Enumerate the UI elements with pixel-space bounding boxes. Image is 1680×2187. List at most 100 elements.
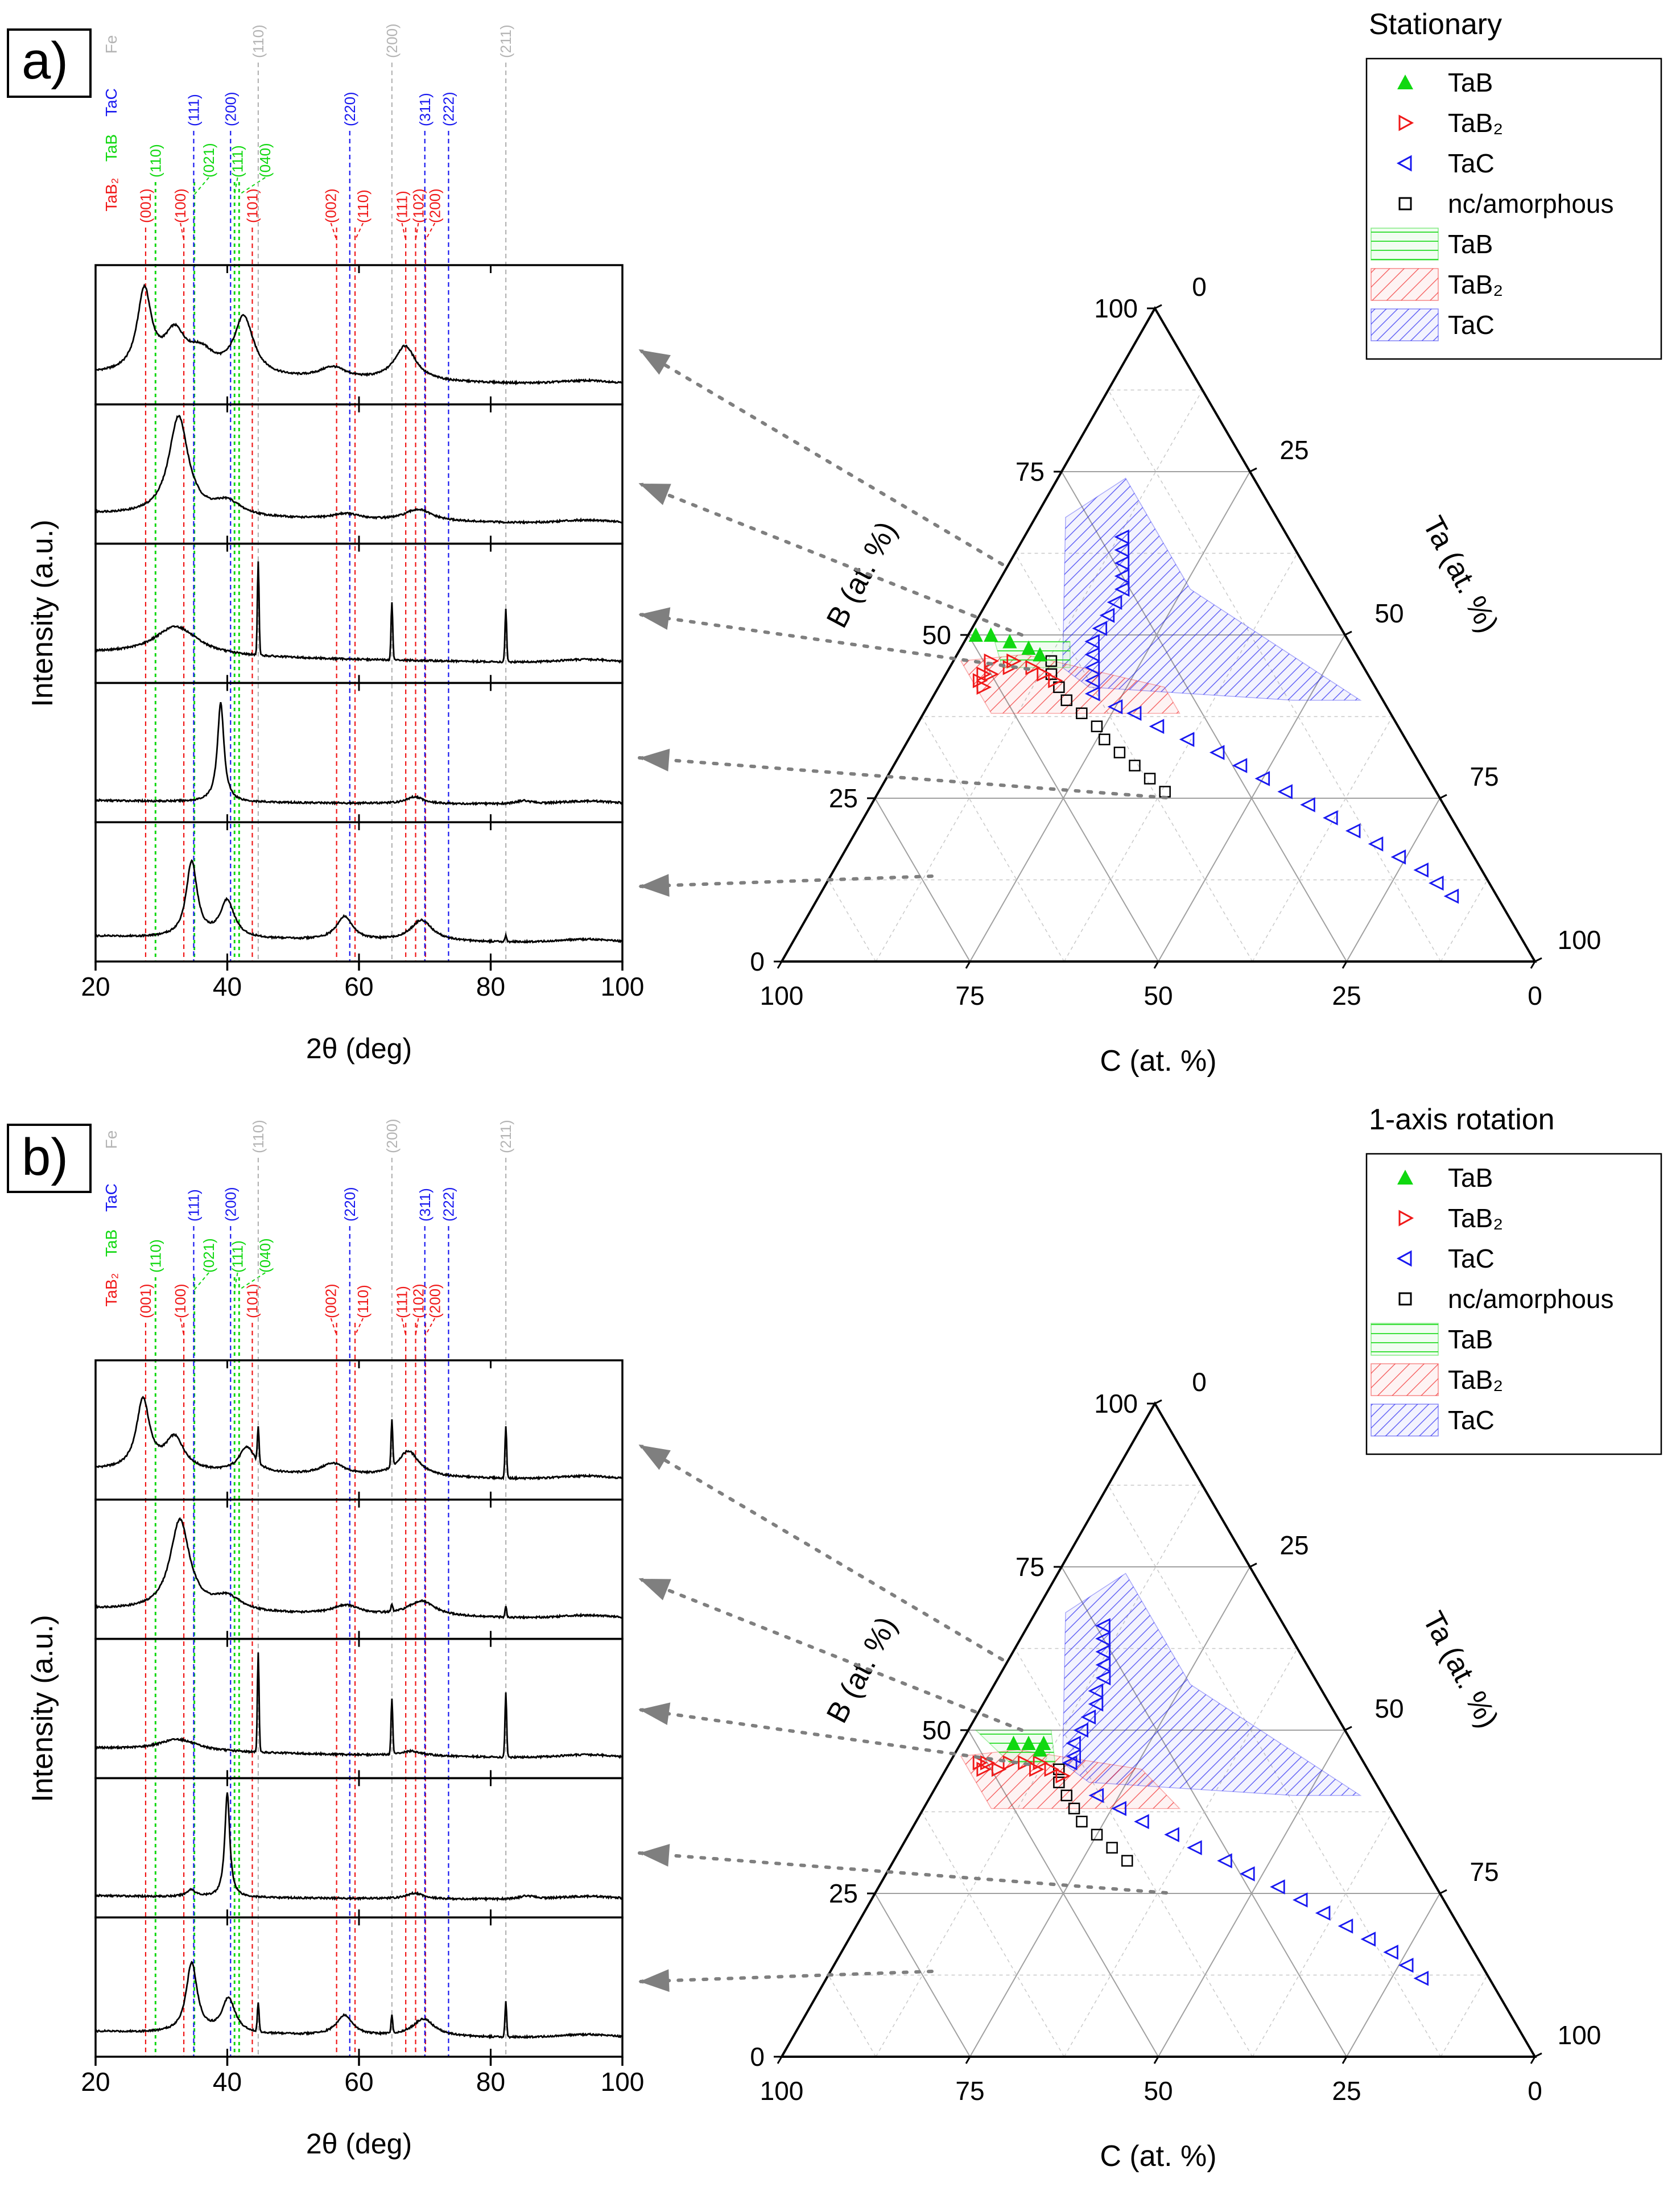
marker-tac — [1095, 1670, 1111, 1686]
pointer-arrow-head — [639, 1579, 671, 1600]
xrd-trace-1 — [94, 283, 623, 386]
x-tick-label: 20 — [81, 972, 110, 1001]
ref-leader-tab2 — [425, 1318, 436, 1336]
ternary-tick-label-b: 50 — [922, 1715, 951, 1745]
marker-tab2 — [1018, 1755, 1033, 1771]
ternary-grid-c — [874, 798, 971, 962]
ternary-tick-label-b: 0 — [750, 947, 765, 976]
marker-tac — [1277, 784, 1293, 799]
pointer-arrow — [638, 612, 1030, 671]
marker-tac — [1092, 621, 1108, 636]
marker-tac — [1187, 1840, 1202, 1855]
phase-label-tab: TaB — [102, 1229, 120, 1257]
ternary-tick-label-c: 50 — [1144, 2076, 1173, 2106]
marker-tab2 — [1033, 1755, 1049, 1771]
legend-label: TaB₂ — [1448, 1203, 1503, 1233]
ternary-tick-label-ta: 0 — [1192, 1367, 1207, 1397]
marker-tab2 — [984, 666, 1000, 682]
legend-title: Stationary — [1369, 8, 1502, 41]
marker-tab — [984, 627, 998, 642]
ternary-tick-ta — [1249, 467, 1257, 473]
legend-marker-amorphous — [1398, 197, 1412, 211]
ternary-region-tac — [1062, 1573, 1362, 1796]
ternary-tick-label-ta: 100 — [1558, 2020, 1601, 2050]
pointer-arrow-head — [639, 607, 671, 630]
pointer-arrow-head — [639, 748, 670, 771]
ternary-grid-c — [921, 1812, 1065, 2057]
legend-marker-amorphous — [1398, 1292, 1412, 1306]
ternary-tick-label-ta: 75 — [1470, 762, 1499, 791]
marker-tac — [1114, 581, 1130, 597]
legend-label: TaB — [1448, 1163, 1493, 1192]
marker-tab2 — [1006, 653, 1022, 669]
xrd-trace-5 — [95, 859, 623, 944]
x-tick-label: 100 — [601, 972, 645, 1001]
panel-b: b)TaB₂ (001) (100) (101) (002) (110) (111)(102… — [7, 1103, 1662, 2173]
marker-amorphous — [1113, 746, 1126, 758]
legend-hatch-swatch — [1371, 228, 1439, 261]
xrd-trace-3 — [95, 561, 623, 665]
marker-tac — [1114, 568, 1130, 584]
legend-label: TaB₂ — [1448, 270, 1503, 299]
legend-label: TaB — [1448, 68, 1493, 97]
ternary-tick-ta — [1154, 304, 1162, 310]
phase-label-tab2: TaB₂ — [102, 178, 120, 211]
marker-amorphous — [1060, 1789, 1072, 1802]
ref-label-tab: (111) — [229, 1240, 246, 1273]
x-tick-label: 60 — [344, 972, 373, 1001]
xrd-trace-1 — [94, 1396, 623, 1482]
marker-tab2 — [972, 673, 988, 688]
ternary-tick-label-c: 100 — [760, 2076, 804, 2106]
ref-label-tab2: (001) — [137, 188, 154, 223]
legend-label: TaC — [1448, 1405, 1495, 1435]
xrd-trace-3 — [95, 1652, 623, 1760]
ternary-grid-ta — [1063, 1648, 1298, 2057]
ref-label-tab2: (001) — [137, 1284, 154, 1318]
ref-label-tac: (311) — [416, 1188, 434, 1222]
marker-tac — [1413, 1970, 1429, 1986]
ref-label-tab2: (200) — [426, 1284, 443, 1318]
ref-label-tac: (220) — [341, 92, 358, 126]
ternary-tick-label-b: 75 — [1016, 457, 1045, 486]
ref-leader-tab2 — [415, 1318, 419, 1336]
marker-tac — [1209, 745, 1225, 760]
legend-label: TaB₂ — [1448, 1365, 1503, 1394]
marker-amorphous — [1053, 1776, 1065, 1789]
ternary-tick-label-c: 0 — [1528, 981, 1542, 1010]
ref-leader-tab2 — [330, 222, 337, 241]
ref-leader-tab2 — [415, 222, 419, 241]
pointer-arrow-head — [639, 1445, 671, 1470]
ternary-tick-ta — [1439, 794, 1447, 799]
ternary-tick-label-c: 75 — [955, 981, 984, 1010]
ref-label-tab2: (110) — [354, 189, 372, 223]
ternary-tick-label-c: 100 — [760, 981, 804, 1010]
x-tick-label: 40 — [213, 2067, 242, 2097]
pointer-arrow — [638, 1851, 1168, 1895]
ref-label-tab2: (102) — [410, 188, 427, 223]
ref-label-tab2: (102) — [410, 1284, 427, 1318]
ternary-tick-label-ta: 0 — [1192, 272, 1207, 302]
marker-tac — [1179, 732, 1195, 747]
ref-label-fe: (110) — [250, 24, 267, 58]
marker-tac — [1066, 1735, 1081, 1751]
ref-label-tab2: (111) — [393, 191, 410, 223]
marker-amorphous — [1091, 720, 1103, 732]
ref-label-tab2: (100) — [172, 188, 189, 223]
ternary-grid-ta — [1346, 798, 1440, 962]
phase-label-tac: TaC — [102, 88, 120, 117]
marker-amorphous — [1076, 707, 1088, 720]
pointer-arrow — [638, 1443, 1004, 1661]
legend-marker-tac — [1396, 155, 1412, 172]
marker-amorphous — [1068, 1802, 1080, 1815]
ref-label-tab: (040) — [257, 143, 274, 178]
ref-leader-tab2 — [330, 1318, 337, 1336]
marker-tac — [1398, 1958, 1414, 1973]
legend-marker-tab — [1397, 1170, 1413, 1185]
pointer-arrow — [638, 1577, 1023, 1732]
legend-hatch-swatch — [1371, 308, 1439, 341]
marker-tab — [1021, 640, 1036, 655]
ref-leader-tab2 — [401, 1318, 407, 1336]
ternary-label-c: C (at. %) — [1100, 1045, 1216, 1078]
ref-label-tab2: (110) — [354, 1285, 372, 1318]
marker-tac — [1095, 1657, 1111, 1673]
